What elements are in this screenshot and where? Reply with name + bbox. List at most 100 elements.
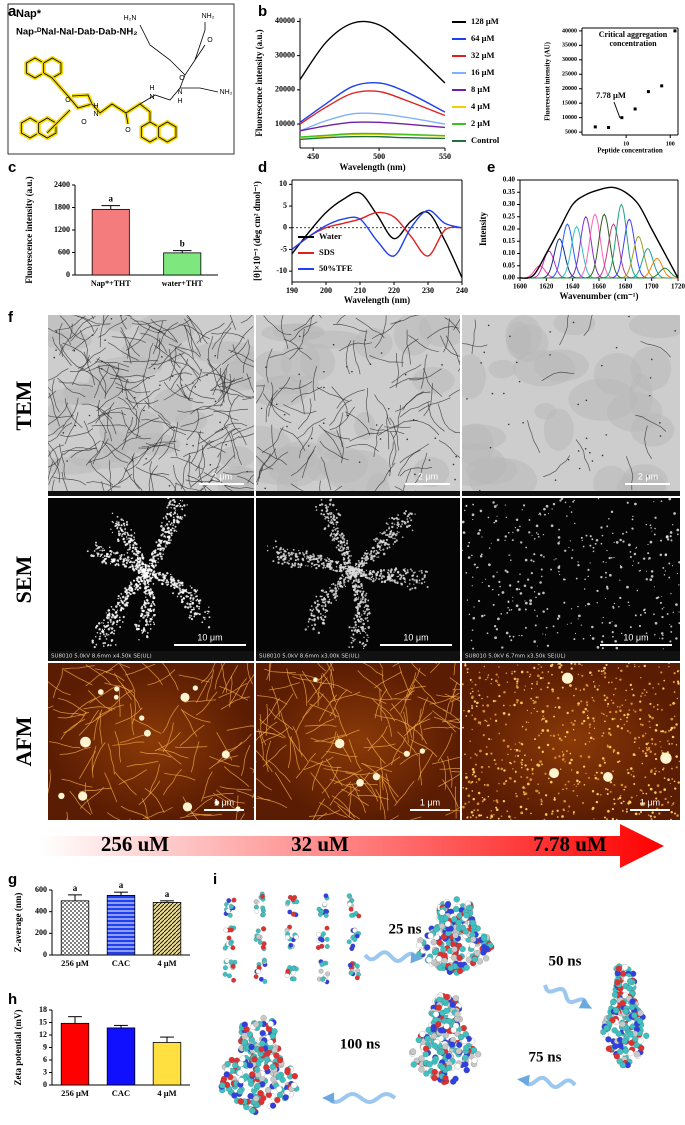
granule [503,782,506,785]
crystal-dot [132,544,134,546]
crystal-dot [361,643,363,645]
crystal-dot [152,556,154,558]
info-strip [256,491,460,496]
particle [590,562,591,563]
crystal-dot [115,605,118,608]
particle [603,561,605,563]
speck [503,393,505,395]
crystal-dot [127,532,129,534]
granule [636,795,637,796]
granule [580,755,582,757]
particle [593,547,595,549]
crystal-dot [117,559,119,561]
granule [607,789,609,791]
granule [628,663,629,664]
crystal-dot [317,555,319,557]
granule [540,732,542,734]
crystal-dot [364,561,365,562]
crystal-dot [139,551,141,553]
crystal-dot [162,550,164,552]
legend-label: 50%TFE [319,263,353,273]
granule [655,693,657,695]
fiber [96,308,130,316]
crystal-dot [113,552,114,553]
crystal-dot [144,600,146,602]
atom [261,912,266,917]
speck [75,425,77,427]
speck [388,470,390,472]
crystal-dot [370,579,372,581]
granule [542,751,544,753]
crystal-dot [367,558,369,560]
crystal-dot [364,611,366,613]
crystal-dot [356,630,359,633]
granule [676,744,677,745]
granule [604,676,606,678]
crystal-dot [367,617,369,619]
particle [611,511,613,513]
crystal-dot [338,544,339,545]
aggregate [80,737,91,748]
crystal-dot [143,580,145,582]
granule [498,666,500,668]
granule [560,739,562,741]
particle [587,603,590,606]
granule [655,729,658,732]
granule [466,817,468,819]
atom [445,921,451,927]
crystal-dot [325,604,327,606]
granule [645,755,647,757]
crystal-dot [355,569,357,571]
particle [512,600,513,601]
crystal-dot [358,597,359,598]
crystal-dot [147,632,149,634]
speck [134,397,136,399]
crystal-dot [151,591,153,593]
particle [506,517,507,518]
chart: 10000200003000040000450500550Wavelength … [254,16,500,172]
crystal-dot [170,507,171,508]
particle [619,579,620,580]
granule [591,674,593,676]
structure-formula: Nap-ᴰNal-Nal-Dab-Dab-NH₂ [16,27,138,38]
crystal-dot [370,558,372,560]
crystal-dot [125,558,127,560]
speck [370,363,372,365]
x-tick-label: 1680 [618,283,633,291]
crystal-dot [173,507,175,509]
aggregate [603,772,613,782]
crystal-dot [312,615,314,617]
granule [527,798,528,799]
granule [674,813,676,815]
speck [333,344,335,346]
crystal-dot [332,530,334,532]
speck [111,318,113,320]
granule [537,674,540,677]
crystal-dot [361,627,362,628]
granule [674,787,676,789]
panel-label: g [8,871,17,888]
crystal-dot [299,552,301,554]
crystal-dot [397,527,398,528]
granule [568,781,570,783]
crystal-dot [326,560,328,562]
speck [488,325,490,327]
particle [581,625,582,626]
inset-title: Critical aggregation concentration [590,30,676,48]
atom [231,978,236,983]
granule [472,691,474,693]
crystal-dot [311,624,313,626]
granule [571,667,573,669]
crystal-dot [167,505,169,507]
crystal-dot [191,609,193,611]
granule [476,754,478,756]
crystal-dot [323,602,324,603]
crystal-dot [117,521,119,523]
granule [653,706,655,708]
crystal-dot [186,602,188,604]
granule [635,813,638,816]
crystal-dot [341,536,343,538]
particle [485,579,486,580]
crystal-dot [190,598,192,600]
crystal-dot [359,616,361,618]
